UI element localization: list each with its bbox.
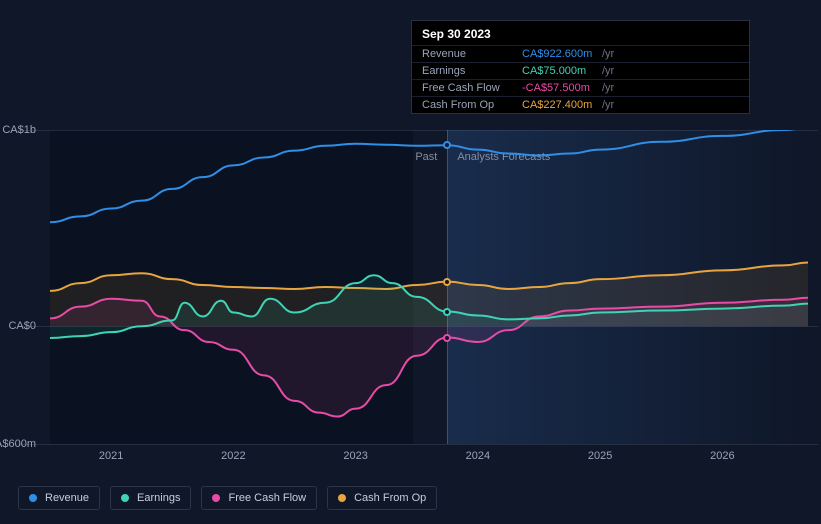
y-gridline [18, 444, 818, 445]
tooltip-row: Cash From OpCA$227.400m/yr [412, 96, 749, 113]
tooltip-metric: Free Cash Flow [422, 82, 522, 94]
legend-item[interactable]: Free Cash Flow [201, 486, 317, 510]
tooltip-row: Free Cash Flow-CA$57.500m/yr [412, 79, 749, 96]
tooltip-value: -CA$57.500m [522, 82, 602, 94]
x-axis-label: 2026 [710, 450, 734, 462]
x-axis-label: 2023 [343, 450, 367, 462]
tooltip-value: CA$922.600m [522, 48, 602, 60]
tooltip-value: CA$75.000m [522, 65, 602, 77]
tooltip-unit: /yr [602, 65, 614, 77]
legend-dot [29, 494, 37, 502]
tooltip-unit: /yr [602, 99, 614, 111]
legend-item[interactable]: Revenue [18, 486, 100, 510]
legend-label: Revenue [45, 492, 89, 504]
x-axis-label: 2021 [99, 450, 123, 462]
legend-dot [212, 494, 220, 502]
legend-item[interactable]: Cash From Op [327, 486, 437, 510]
tooltip-metric: Earnings [422, 65, 522, 77]
series-marker [443, 308, 451, 316]
tooltip-row: EarningsCA$75.000m/yr [412, 62, 749, 79]
tooltip-row: RevenueCA$922.600m/yr [412, 45, 749, 62]
chart-plot-area: CA$1bCA$0-CA$600m20212022202320242025202… [18, 130, 818, 444]
tooltip-value: CA$227.400m [522, 99, 602, 111]
series-line [50, 130, 808, 222]
series-marker [443, 334, 451, 342]
series-marker [443, 141, 451, 149]
legend-item[interactable]: Earnings [110, 486, 191, 510]
tooltip-unit: /yr [602, 48, 614, 60]
legend-dot [338, 494, 346, 502]
x-axis-label: 2025 [588, 450, 612, 462]
x-axis-label: 2022 [221, 450, 245, 462]
series-marker [443, 278, 451, 286]
x-axis-label: 2024 [466, 450, 490, 462]
tooltip-unit: /yr [602, 82, 614, 94]
legend-label: Free Cash Flow [228, 492, 306, 504]
legend-dot [121, 494, 129, 502]
legend-label: Cash From Op [354, 492, 426, 504]
legend-label: Earnings [137, 492, 180, 504]
tooltip-metric: Cash From Op [422, 99, 522, 111]
tooltip-metric: Revenue [422, 48, 522, 60]
legend: Revenue Earnings Free Cash Flow Cash From O… [18, 486, 437, 510]
chart-tooltip: Sep 30 2023 RevenueCA$922.600m/yrEarning… [411, 20, 750, 114]
chart-svg [18, 130, 818, 444]
tooltip-date: Sep 30 2023 [412, 21, 749, 45]
